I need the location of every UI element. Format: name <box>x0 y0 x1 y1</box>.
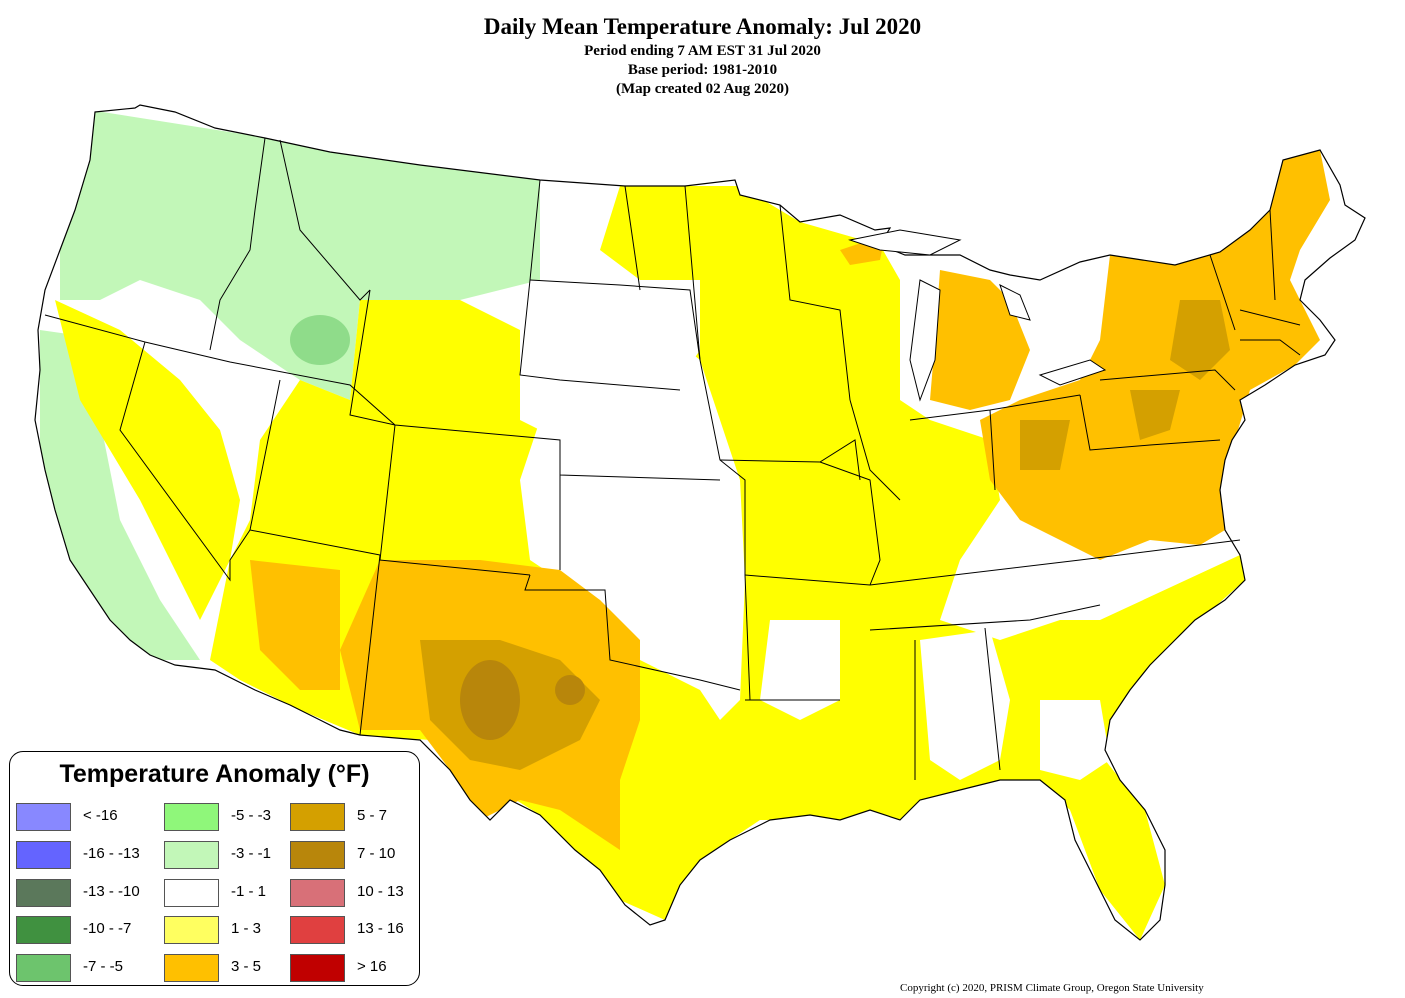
legend-swatch <box>290 879 345 907</box>
legend-swatch <box>164 879 219 907</box>
legend-swatch <box>164 841 219 869</box>
legend-swatch <box>164 803 219 831</box>
legend-label: -7 - -5 <box>83 958 124 975</box>
lake-huron <box>999 284 1031 321</box>
legend-label: < -16 <box>83 807 118 824</box>
legend-swatch <box>16 916 71 944</box>
lake-michigan <box>909 279 941 402</box>
region-warm-great-basin <box>55 300 240 620</box>
region-cool-northwest <box>60 110 540 400</box>
state-borders <box>44 137 1301 780</box>
legend-label: 7 - 10 <box>357 845 396 862</box>
legend-swatch <box>16 954 71 982</box>
legend-title: Temperature Anomaly (°F) <box>59 760 370 788</box>
legend-label: 10 - 13 <box>357 883 404 900</box>
lake-superior <box>848 229 962 256</box>
region-neutral-plains <box>520 280 745 720</box>
legend-label: 1 - 3 <box>231 920 262 937</box>
legend-label: -16 - -13 <box>83 845 140 862</box>
legend-swatch <box>16 879 71 907</box>
map-title: Daily Mean Temperature Anomaly: Jul 2020 <box>483 14 922 39</box>
legend-label: > 16 <box>357 958 387 975</box>
region-warm-3-5-northeast <box>980 150 1330 560</box>
region-cool-patch <box>290 315 350 365</box>
legend-label: -10 - -7 <box>83 920 132 937</box>
region-warm-5-7-pa <box>1130 390 1180 440</box>
legend-swatch <box>164 954 219 982</box>
region-neutral-georgia <box>1040 700 1110 780</box>
map-subtitle-period: Period ending 7 AM EST 31 Jul 2020 <box>584 43 821 59</box>
legend-label: -3 - -1 <box>231 845 272 862</box>
region-warm-5-7-oh <box>1020 420 1070 470</box>
copyright: Copyright (c) 2020, PRISM Climate Group,… <box>900 982 1204 994</box>
legend-swatch <box>16 803 71 831</box>
legend-swatch <box>16 841 71 869</box>
legend-label: 13 - 16 <box>357 920 404 937</box>
legend-label: 3 - 5 <box>231 958 262 975</box>
legend-swatch <box>290 954 345 982</box>
legend-swatch <box>290 916 345 944</box>
anomaly-fill <box>40 110 1330 940</box>
legend-label: -13 - -10 <box>83 883 140 900</box>
us-outline <box>34 104 1366 941</box>
map-subtitle-created: (Map created 02 Aug 2020) <box>615 81 790 97</box>
legend-swatch <box>290 803 345 831</box>
region-warm-3-5-arizona <box>250 560 340 690</box>
legend-label: 5 - 7 <box>357 807 388 824</box>
legend-label: -5 - -3 <box>231 807 272 824</box>
region-warm-7-10-tx <box>555 675 585 705</box>
legend-swatch <box>290 841 345 869</box>
region-warm-3-5-michigan <box>930 270 1030 410</box>
region-warm-5-7-ny <box>1170 300 1230 380</box>
legend: Temperature Anomaly (°F) < -16 -16 - -13 -… <box>9 751 420 986</box>
legend-label: -1 - 1 <box>231 883 267 900</box>
region-warm-7-10-nm <box>460 660 520 740</box>
legend-swatch <box>164 916 219 944</box>
map-subtitle-base: Base period: 1981-2010 <box>627 62 778 78</box>
region-neutral-alabama <box>920 630 1010 780</box>
region-neutral-arkansas <box>760 620 840 720</box>
lake-erie <box>1038 359 1107 386</box>
